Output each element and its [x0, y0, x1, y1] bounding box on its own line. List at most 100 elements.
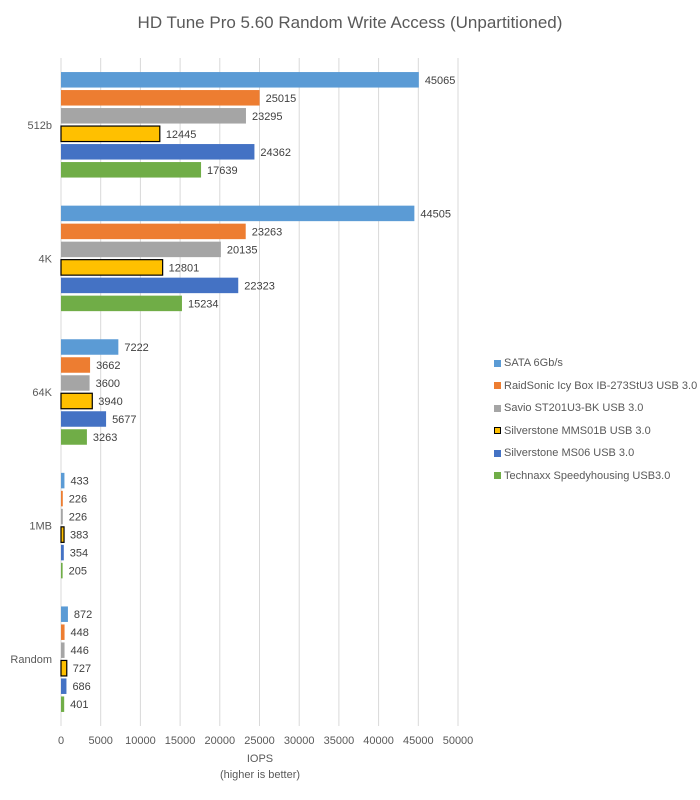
bar: [61, 490, 63, 507]
legend-swatch: [494, 382, 501, 390]
data-label: 24362: [260, 147, 291, 159]
data-label: 45065: [425, 75, 456, 87]
bar: [60, 392, 93, 410]
legend-label: Silverstone MS06 USB 3.0: [504, 447, 635, 460]
bar: [61, 357, 91, 373]
bar: [61, 295, 182, 312]
data-label: 12801: [169, 262, 200, 274]
data-label: 44505: [420, 208, 451, 220]
legend-item: Technaxx Speedyhousing USB3.0: [494, 465, 697, 488]
data-label: 3263: [93, 432, 117, 444]
legend-swatch: [494, 472, 501, 480]
legend: SATA 6Gb/s RaidSonic Icy Box IB-273StU3 U…: [494, 352, 697, 487]
category-label: 4K: [39, 253, 53, 265]
x-axis-note: (higher is better): [220, 769, 300, 781]
data-label: 3940: [98, 396, 122, 408]
bar: [61, 606, 68, 622]
bar: [60, 125, 161, 143]
legend-label: Silverstone MMS01B USB 3.0: [504, 424, 651, 437]
bar: [61, 472, 65, 489]
data-label: 22323: [244, 280, 275, 292]
bar: [61, 696, 65, 712]
data-label: 727: [73, 663, 91, 675]
legend-swatch: [494, 359, 501, 367]
data-label: 7222: [124, 342, 148, 354]
data-label: 3662: [96, 360, 120, 372]
data-label: 433: [70, 476, 88, 488]
legend-swatch: [494, 427, 501, 435]
data-label: 383: [70, 530, 88, 542]
bar: [61, 429, 87, 445]
category-label: 1MB: [29, 521, 52, 533]
data-label: 15234: [188, 298, 219, 310]
bar: [61, 277, 239, 294]
data-label: 20135: [227, 244, 258, 256]
data-label: 5677: [112, 414, 136, 426]
legend-item: RaidSonic Icy Box IB-273StU3 USB 3.0: [494, 375, 697, 398]
bar: [61, 162, 202, 178]
category-labels: 512b 4K 64K 1MB Random: [10, 120, 52, 666]
legend-item: SATA 6Gb/s: [494, 352, 697, 375]
category-label: 512b: [28, 120, 52, 132]
data-label: 226: [69, 494, 87, 506]
bar: [61, 205, 415, 222]
legend-label: RaidSonic Icy Box IB-273StU3 USB 3.0: [504, 379, 698, 392]
data-label: 25015: [266, 93, 297, 105]
x-tick-label: 35000: [324, 735, 355, 747]
bar: [61, 678, 67, 694]
gridlines: [60, 58, 459, 726]
bar: [61, 90, 260, 106]
data-label: 205: [69, 566, 87, 578]
data-label: 448: [71, 627, 89, 639]
legend-item: Silverstone MS06 USB 3.0: [494, 442, 697, 465]
x-tick-label: 5000: [88, 735, 112, 747]
data-label: 12445: [166, 129, 197, 141]
x-axis-label: IOPS: [247, 753, 273, 765]
data-label: 17639: [207, 165, 238, 177]
category-label: 64K: [32, 387, 52, 399]
bar: [61, 241, 221, 258]
x-tick-label: 40000: [363, 735, 394, 747]
bar: [61, 108, 246, 124]
bar: [61, 339, 119, 355]
data-label: 23263: [252, 226, 283, 238]
x-tick-label: 45000: [403, 735, 434, 747]
bar: [61, 562, 63, 579]
chart-title: HD Tune Pro 5.60 Random Write Access (Un…: [138, 13, 563, 32]
data-label: 401: [70, 699, 88, 711]
x-tick-labels: 0 5000 10000 15000 20000 25000 30000 35000 40000…: [58, 735, 473, 747]
bar: [61, 624, 65, 640]
data-label: 226: [69, 512, 87, 524]
bar: [61, 375, 90, 391]
bar: [60, 659, 68, 677]
x-tick-label: 20000: [205, 735, 236, 747]
legend-label: SATA 6Gb/s: [504, 357, 563, 370]
bar: [61, 72, 419, 88]
bar: [61, 508, 63, 525]
data-label: 686: [72, 681, 90, 693]
bar: [61, 144, 255, 160]
legend-item: Savio ST201U3-BK USB 3.0: [494, 397, 697, 420]
x-tick-label: 10000: [125, 735, 156, 747]
data-label: 354: [70, 548, 88, 560]
x-tick-label: 50000: [443, 735, 474, 747]
data-label: 446: [71, 645, 89, 657]
data-label: 3600: [96, 378, 120, 390]
bar: [61, 642, 65, 658]
legend-swatch: [494, 449, 501, 457]
data-label: 872: [74, 609, 92, 621]
bar: [60, 259, 164, 276]
bar: [61, 411, 107, 427]
bar: [61, 223, 246, 240]
x-tick-label: 0: [58, 735, 64, 747]
x-tick-label: 15000: [165, 735, 196, 747]
legend-item: Silverstone MMS01B USB 3.0: [494, 420, 697, 443]
bars: [60, 72, 419, 712]
legend-label: Savio ST201U3-BK USB 3.0: [504, 402, 644, 415]
legend-label: Technaxx Speedyhousing USB3.0: [504, 469, 671, 482]
bar: [60, 526, 65, 543]
x-tick-label: 25000: [244, 735, 275, 747]
data-label: 23295: [252, 111, 283, 123]
bar: [61, 544, 64, 561]
